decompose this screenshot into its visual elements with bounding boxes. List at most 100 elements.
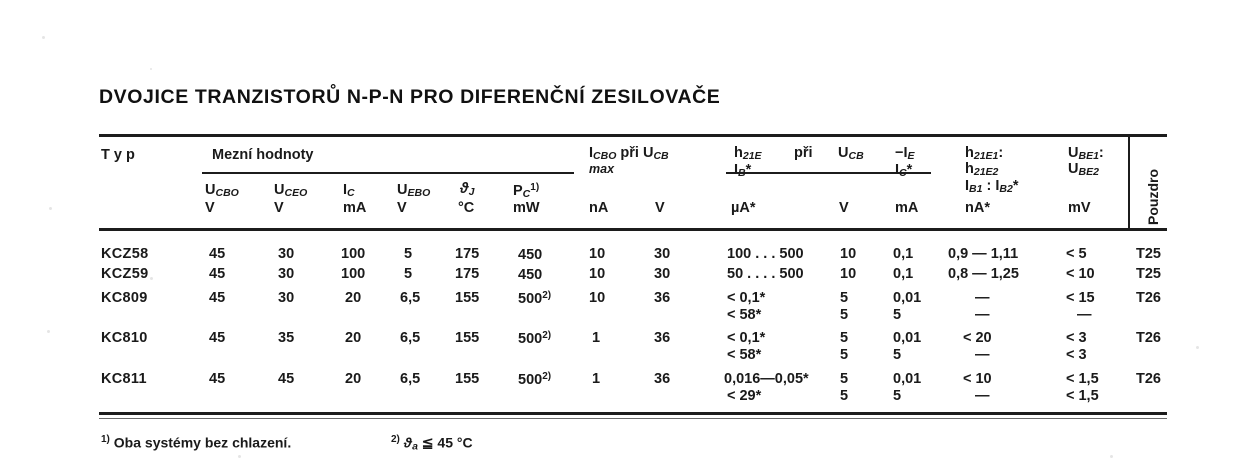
unit-pc: mW (513, 200, 540, 216)
cell-ucb-1: 36 (654, 371, 671, 387)
unit-h21e: µA* (731, 200, 756, 216)
cell-ie-line2: 5 (893, 347, 902, 363)
cell-pc-value: 500 (518, 331, 543, 347)
cell-h21e-ratio-line2: — (975, 388, 990, 404)
h21e2-subscript: 21E2 (973, 165, 999, 178)
ube2-symbol: U (1068, 161, 1079, 177)
ucbo-subscript: CBO (215, 186, 239, 199)
cell-ucb-2: 10 (840, 266, 857, 282)
cell-h21e: 0,016—0,05* (724, 371, 809, 387)
table-top-rule (99, 134, 1167, 137)
cell-ube-ratio: < 15 (1066, 290, 1095, 306)
ib-subscript: B (738, 166, 746, 179)
cell-h21e-ratio: 0,8 — 1,25 (948, 266, 1019, 282)
cell-pc-value: 500 (518, 372, 543, 388)
cell-uceo: 45 (278, 371, 295, 387)
ratio-colon-2: : (986, 178, 992, 194)
ic-subscript: C (347, 186, 355, 199)
cell-ie: 0,1 (893, 246, 914, 262)
uceo-symbol: U (274, 182, 285, 198)
cell-pc: 5002) (518, 290, 551, 307)
column-header-typ: T y p (101, 147, 135, 163)
icbo-subscript: CBO (593, 149, 617, 162)
cell-ic: 20 (345, 290, 362, 306)
cell-ucb-2-line2: 5 (840, 347, 849, 363)
cell-icbo: 1 (592, 371, 601, 387)
ucb-subscript: CB (848, 149, 864, 162)
cell-ucbo: 45 (209, 246, 226, 262)
page-title: DVOJICE TRANZISTORŮ N-P-N PRO DIFERENČNÍ… (99, 86, 721, 108)
cell-ic: 20 (345, 330, 362, 346)
unit-ic: mA (343, 200, 367, 216)
cell-ic: 20 (345, 371, 362, 387)
cell-pc-footnote: 2) (542, 330, 552, 341)
footnote-rule (99, 418, 1167, 419)
column-header-theta-j: ϑJ (460, 181, 474, 198)
cell-pouzdro: T26 (1136, 330, 1161, 346)
cell-h21e: < 0,1* (727, 290, 766, 306)
scan-speck (150, 277, 153, 280)
cell-pouzdro: T26 (1136, 290, 1161, 306)
column-header-pc: PC1) (513, 182, 539, 200)
cell-pc-value: 450 (518, 267, 543, 283)
cell-ie-line2: 5 (893, 307, 902, 323)
h21e-group-underline (726, 172, 931, 174)
pc-footnote-ref: 1) (530, 182, 540, 193)
cell-uceo: 35 (278, 330, 295, 346)
cell-ucb-2: 5 (840, 290, 849, 306)
table-row: KC809 (101, 290, 148, 306)
cell-ube-ratio: < 5 (1066, 246, 1087, 262)
ucb-symbol: U (838, 145, 849, 161)
cell-ube-ratio: < 10 (1066, 266, 1095, 282)
cell-icbo: 10 (589, 290, 606, 306)
cell-uceo: 30 (278, 290, 295, 306)
cell-h21e-ratio-line2: — (975, 307, 990, 323)
cell-ucb-1: 30 (654, 246, 671, 262)
column-header-ie: −IE (895, 145, 915, 162)
cell-pc: 450 (518, 266, 542, 283)
cell-theta-j: 155 (455, 330, 480, 346)
cell-pc: 450 (518, 246, 542, 263)
table-row: KCZ59 (101, 266, 149, 282)
cell-icbo: 1 (592, 330, 601, 346)
pouzdro-divider (1128, 136, 1130, 228)
ic-symbol: I (895, 162, 900, 178)
unit-theta-j: °C (458, 200, 475, 216)
column-header-h21e: h21E (734, 145, 762, 162)
column-header-ucbo: UCBO (205, 182, 239, 199)
column-header-uebo: UEBO (397, 182, 430, 199)
column-header-ube-ratio-2: UBE2 (1068, 161, 1099, 178)
cell-ube-ratio: < 3 (1066, 330, 1087, 346)
cell-ucb-1: 30 (654, 266, 671, 282)
ie-subscript: E (907, 149, 915, 162)
ic-subscript: C (899, 166, 907, 179)
column-header-pouzdro: Pouzdro (1145, 169, 1161, 225)
cell-ucb-1: 36 (654, 290, 671, 306)
cell-h21e-line2: < 58* (727, 307, 762, 323)
scan-speck (1196, 346, 1199, 349)
cell-pc-value: 500 (518, 291, 543, 307)
table-row: KCZ58 (101, 246, 149, 262)
cell-h21e-ratio: 0,9 — 1,11 (948, 246, 1019, 262)
cell-ube-ratio: < 1,5 (1066, 371, 1099, 387)
cell-pouzdro: T26 (1136, 371, 1161, 387)
cell-icbo: 10 (589, 246, 606, 262)
cell-h21e-line2: < 29* (727, 388, 762, 404)
cell-uceo: 30 (278, 266, 295, 282)
ib2-symbol: I (995, 178, 1000, 194)
column-group-header-mezni-hodnoty: Mezní hodnoty (212, 147, 314, 163)
cell-ucb-2-line2: 5 (840, 307, 849, 323)
cell-ube-ratio-line2: < 1,5 (1066, 388, 1099, 404)
table-row: KC811 (101, 371, 147, 387)
h21e2-symbol: h (965, 161, 974, 177)
cell-uebo: 6,5 (400, 330, 421, 346)
cell-ie-line2: 5 (893, 388, 902, 404)
pc-subscript: C (522, 187, 531, 200)
cell-ucbo: 45 (209, 290, 226, 306)
mezni-hodnoty-underline (202, 172, 574, 174)
scan-speck (49, 207, 52, 210)
cell-h21e-ratio: — (975, 290, 990, 306)
uebo-symbol: U (397, 182, 408, 198)
cell-h21e-ratio: < 10 (963, 371, 992, 387)
